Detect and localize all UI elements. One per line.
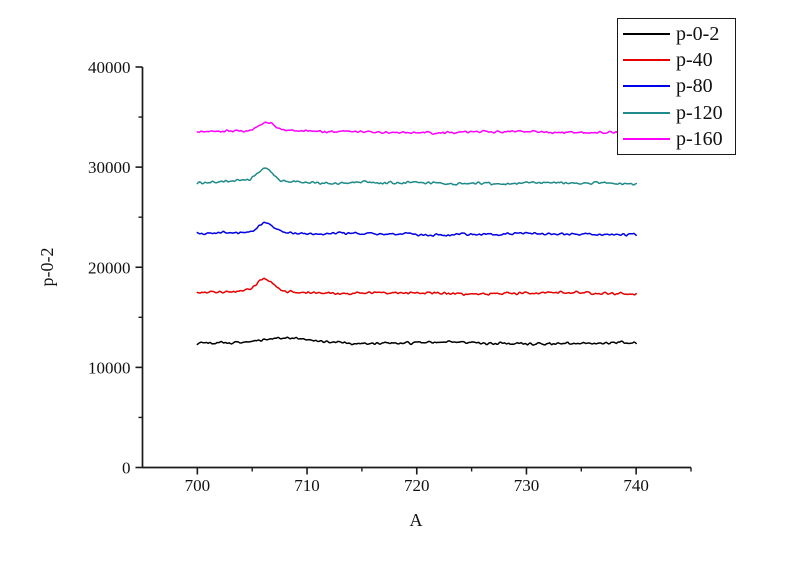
series-line-p-160 [196, 121, 637, 136]
y-axis-title: p-0-2 [37, 248, 57, 287]
legend-item-label: p-40 [676, 49, 713, 72]
x-tick-label: 730 [514, 476, 540, 495]
legend-item: p-160 [618, 126, 735, 151]
legend-item-label: p-120 [676, 101, 723, 124]
legend-item-label: p-160 [676, 127, 723, 150]
y-tick-label: 0 [122, 459, 131, 478]
series-group [196, 121, 637, 346]
series-line-p-120 [196, 167, 637, 186]
y-tick-label: 40000 [88, 58, 131, 77]
x-axis-title: A [410, 510, 423, 530]
legend-item-label: p-0-2 [676, 23, 720, 46]
legend-item: p-120 [618, 100, 735, 125]
legend-item-label: p-80 [676, 75, 713, 98]
series-line-p-40 [196, 277, 637, 296]
legend-item: p-40 [618, 48, 735, 73]
series-line-p-80 [196, 221, 637, 237]
legend-line-sample [623, 137, 670, 140]
series-line-p-0-2 [196, 336, 637, 346]
y-tick-label: 30000 [88, 158, 131, 177]
x-tick-label: 710 [294, 476, 320, 495]
x-tick-label: 700 [185, 476, 211, 495]
legend-item: p-80 [618, 74, 735, 99]
y-tick-label: 10000 [88, 358, 131, 377]
x-tick-label: 740 [623, 476, 649, 495]
y-tick-label: 20000 [88, 258, 131, 277]
legend-box: p-0-2 p-40 p-80 p-120 p-160 [617, 18, 736, 155]
x-tick-label: 720 [404, 476, 430, 495]
legend-line-sample [623, 111, 670, 114]
axes-group [135, 66, 692, 475]
legend-line-sample [623, 85, 670, 88]
tick-label-group: 700 710 720 730 740 0 10000 20000 30000 40000 [88, 58, 649, 495]
legend-item: p-0-2 [618, 22, 735, 47]
legend-line-sample [623, 59, 670, 62]
legend-line-sample [623, 33, 670, 36]
